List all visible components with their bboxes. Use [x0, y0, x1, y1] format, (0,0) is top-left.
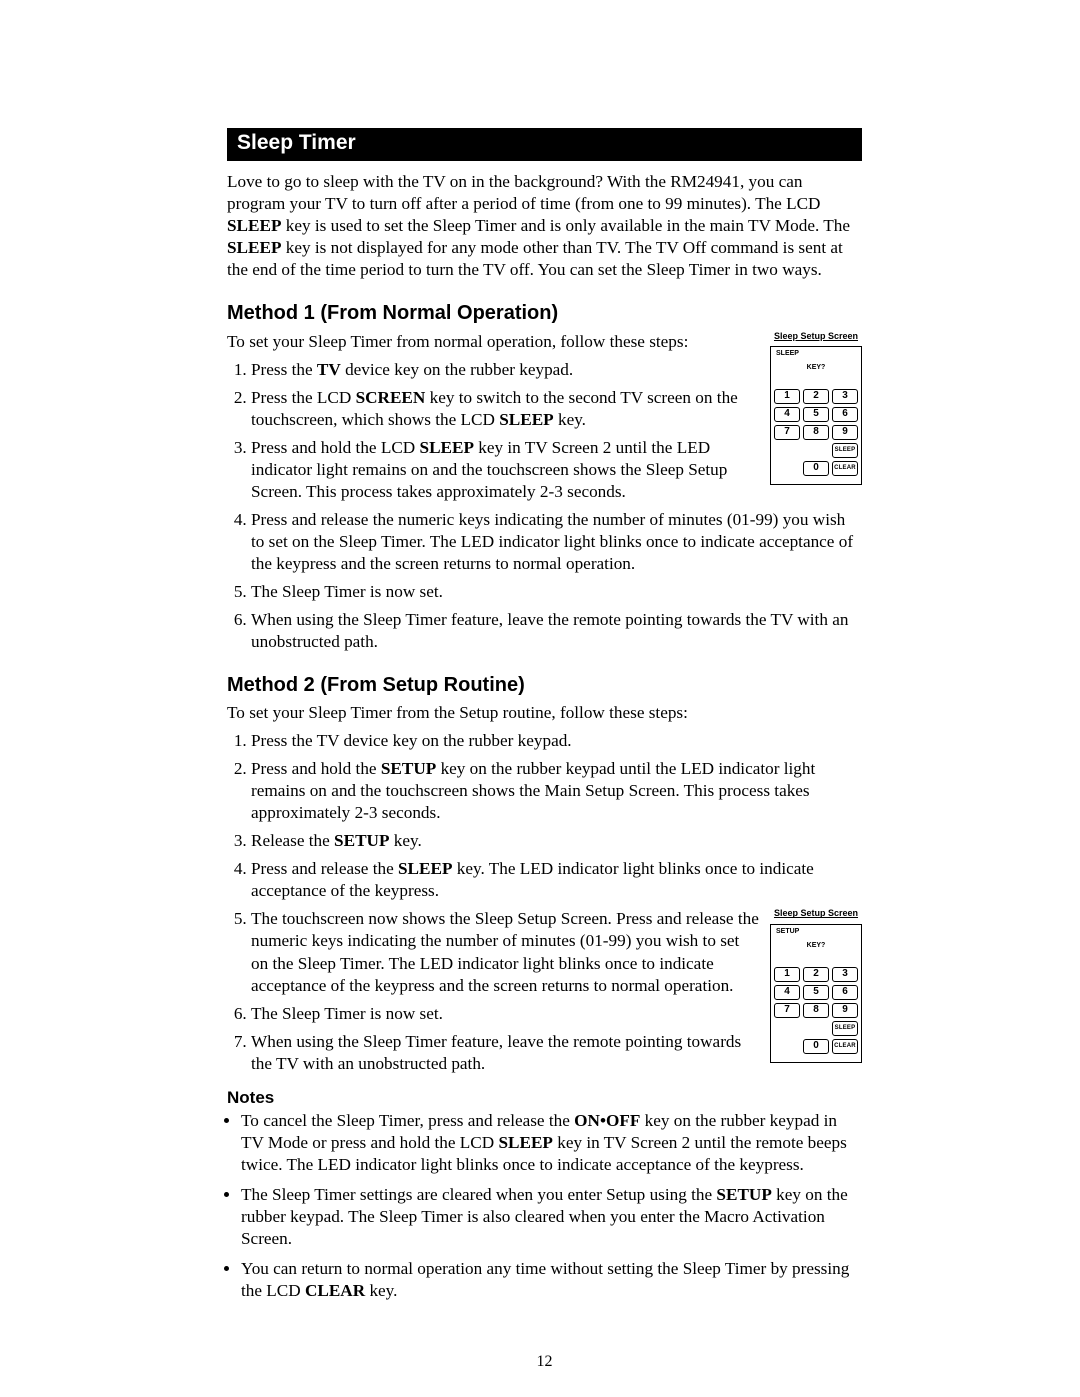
- section-title: Sleep Timer: [237, 131, 356, 154]
- figure-caption: Sleep Setup Screen: [770, 908, 862, 920]
- keypad-key: 5: [803, 407, 829, 422]
- method2-steps-cont: The touchscreen now shows the Sleep Setu…: [227, 908, 862, 1074]
- keypad-key: 0: [803, 1039, 829, 1054]
- screen-mode-label: SLEEP: [774, 350, 858, 364]
- screen-keypad: 123 456 789 SLEEP 0CLEAR: [774, 967, 858, 1054]
- keypad-key: 4: [774, 407, 800, 422]
- sleep-setup-screen: SETUP KEY? 123 456 789 SLEEP 0CLEAR: [770, 924, 862, 1063]
- keypad-key: 9: [832, 1003, 858, 1018]
- keypad-key: 7: [774, 1003, 800, 1018]
- keypad-key-clear: CLEAR: [832, 461, 858, 476]
- list-item: Press and release the SLEEP key. The LED…: [251, 858, 862, 902]
- list-item: When using the Sleep Timer feature, leav…: [251, 609, 862, 653]
- method2-steps: Press the TV device key on the rubber ke…: [227, 730, 862, 902]
- page-number: 12: [227, 1352, 862, 1372]
- keypad-key: 2: [803, 389, 829, 404]
- page: Sleep Timer Love to go to sleep with the…: [0, 0, 1080, 1373]
- method2-heading: Method 2 (From Setup Routine): [227, 673, 862, 699]
- notes-list: To cancel the Sleep Timer, press and rel…: [227, 1110, 862, 1302]
- keypad-key: 7: [774, 425, 800, 440]
- method2-block: Method 2 (From Setup Routine) To set you…: [227, 673, 862, 1311]
- keypad-key: 3: [832, 967, 858, 982]
- keypad-key: 8: [803, 425, 829, 440]
- keypad-key-sleep: SLEEP: [832, 443, 858, 458]
- method1-lead: To set your Sleep Timer from normal oper…: [227, 331, 862, 353]
- intro-paragraph: Love to go to sleep with the TV on in th…: [227, 171, 862, 281]
- keypad-key: 4: [774, 985, 800, 1000]
- keypad-key: 9: [832, 425, 858, 440]
- keypad-key: 2: [803, 967, 829, 982]
- figure-caption: Sleep Setup Screen: [770, 331, 862, 343]
- list-item: Press and hold the SETUP key on the rubb…: [251, 758, 862, 824]
- keypad-key: 8: [803, 1003, 829, 1018]
- list-item: Release the SETUP key.: [251, 830, 862, 852]
- notes-heading: Notes: [227, 1087, 862, 1109]
- keypad-key: 0: [803, 461, 829, 476]
- method1-figure: Sleep Setup Screen SLEEP KEY? 123 456 78…: [770, 331, 862, 485]
- method1-steps: Press the TV device key on the rubber ke…: [227, 359, 862, 653]
- list-item: The Sleep Timer settings are cleared whe…: [241, 1184, 862, 1250]
- keypad-key: 3: [832, 389, 858, 404]
- method1-block: Method 1 (From Normal Operation) Sleep S…: [227, 301, 862, 665]
- keypad-key-clear: CLEAR: [832, 1039, 858, 1054]
- method2-lead: To set your Sleep Timer from the Setup r…: [227, 702, 862, 724]
- keypad-key-sleep: SLEEP: [832, 1021, 858, 1036]
- keypad-key: 6: [832, 407, 858, 422]
- list-item: Press and release the numeric keys indic…: [251, 509, 862, 575]
- sleep-setup-screen: SLEEP KEY? 123 456 789 SLEEP 0CLEAR: [770, 346, 862, 485]
- method1-heading: Method 1 (From Normal Operation): [227, 301, 862, 327]
- screen-sub-label: KEY?: [774, 364, 858, 389]
- list-item: Press the TV device key on the rubber ke…: [251, 730, 862, 752]
- list-item: To cancel the Sleep Timer, press and rel…: [241, 1110, 862, 1176]
- list-item: You can return to normal operation any t…: [241, 1258, 862, 1302]
- screen-mode-label: SETUP: [774, 928, 858, 942]
- list-item: The Sleep Timer is now set.: [251, 581, 862, 603]
- keypad-key: 1: [774, 389, 800, 404]
- screen-keypad: 123 456 789 SLEEP 0CLEAR: [774, 389, 858, 476]
- keypad-key: 6: [832, 985, 858, 1000]
- section-title-bar: Sleep Timer: [227, 128, 862, 161]
- keypad-key: 1: [774, 967, 800, 982]
- method2-figure: Sleep Setup Screen SETUP KEY? 123 456 78…: [770, 908, 862, 1062]
- screen-sub-label: KEY?: [774, 942, 858, 967]
- keypad-key: 5: [803, 985, 829, 1000]
